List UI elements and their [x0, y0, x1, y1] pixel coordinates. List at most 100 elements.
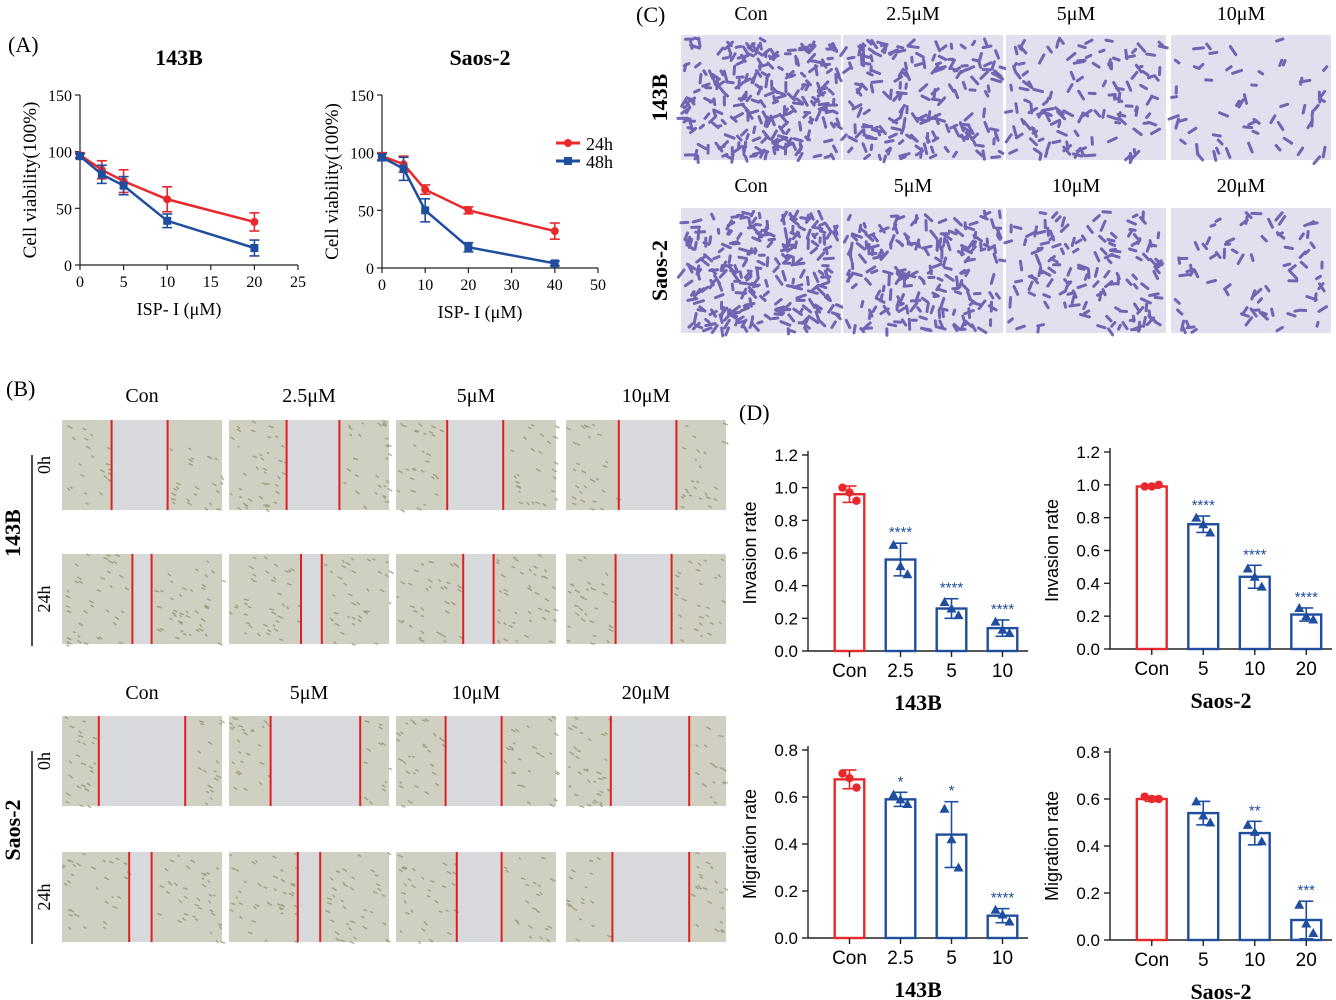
x-tick-label: 10	[992, 948, 1013, 969]
cell-texture	[228, 716, 393, 805]
y-tick-label: 0.6	[774, 788, 798, 807]
data-point	[250, 217, 259, 226]
replicate-point	[1191, 512, 1202, 522]
chart-title: Saos-2	[1190, 688, 1251, 713]
y-tick-label: 0.8	[1076, 743, 1100, 762]
x-tick-label: 20	[246, 274, 262, 291]
stained-cells	[1173, 211, 1328, 335]
x-tick-label: 20	[460, 277, 476, 294]
replicate-point	[990, 904, 1001, 914]
x-tick-label: Con	[1134, 659, 1169, 680]
y-tick-label: 50	[358, 203, 374, 220]
y-tick-label: 0.2	[774, 609, 798, 628]
timepoint-label: 0h	[34, 752, 54, 770]
x-tick-label: Con	[832, 661, 867, 682]
cell-texture	[62, 852, 226, 944]
replicate-point	[838, 483, 847, 492]
y-axis-label: Cell viability(100%)	[20, 102, 41, 259]
replicate-point	[845, 488, 854, 497]
y-tick-label: 0.2	[774, 882, 798, 901]
panel-label-b: (B)	[6, 376, 35, 401]
replicate-point	[1004, 916, 1015, 926]
x-tick-label: 5	[120, 274, 128, 291]
legend-marker-24h	[564, 139, 572, 147]
x-tick-label: 15	[203, 274, 219, 291]
replicate-point	[1249, 571, 1260, 581]
condition-label: Con	[125, 682, 158, 704]
y-tick-label: 0.6	[1076, 542, 1100, 561]
transwell-grid: 143B Con 2.5μM 5μM 10μM Saos-2 Con 5μM 10μM 20μM	[647, 3, 1331, 338]
replicate-point	[953, 610, 964, 620]
x-tick-label: 10	[1244, 659, 1265, 680]
data-point	[97, 170, 106, 179]
viability-chart-saos2: Saos-2 0 50 100 150 0 10 20 30 40 50 ISP- I (μM) Cel…	[322, 45, 606, 323]
wound-gap	[615, 554, 672, 644]
y-tick-label: 1.0	[1076, 476, 1100, 495]
replicate-point	[953, 862, 964, 872]
wound-gap	[445, 716, 502, 806]
cell-texture	[64, 716, 225, 809]
replicate-point	[1154, 480, 1163, 490]
y-tick-label: 0.0	[774, 642, 798, 661]
data-point	[421, 185, 430, 194]
cell-line-label: 143B	[647, 73, 672, 121]
cell-texture	[565, 422, 729, 511]
data-point	[464, 206, 473, 215]
y-tick-label: 0	[64, 258, 72, 275]
bar	[1187, 523, 1220, 651]
condition-label: Con	[125, 385, 158, 407]
significance-label: ***	[1297, 882, 1315, 899]
chart-title: 143B	[155, 45, 203, 70]
replicate-point	[939, 597, 950, 606]
replicate-point	[1256, 836, 1267, 846]
significance-label: ****	[940, 580, 964, 597]
y-tick-label: 100	[350, 146, 374, 163]
condition-label: 10μM	[452, 682, 501, 704]
condition-label: 20μM	[1217, 175, 1266, 197]
replicate-point	[902, 799, 913, 809]
replicate-point	[997, 624, 1008, 634]
bar	[1135, 485, 1168, 651]
replicate-point	[1205, 817, 1216, 827]
y-tick-label: 0.0	[1076, 640, 1100, 659]
replicate-point	[1198, 810, 1209, 820]
data-point	[399, 164, 408, 173]
significance-label: *	[949, 783, 955, 800]
replicate-point	[997, 909, 1008, 919]
replicate-point	[1154, 794, 1163, 804]
data-point	[163, 216, 172, 225]
condition-label: 5μM	[290, 682, 329, 704]
bar	[1238, 831, 1271, 942]
chart-title: Saos-2	[1190, 979, 1251, 1000]
condition-label: Con	[734, 3, 767, 25]
x-tick-label: 10	[1244, 950, 1265, 971]
condition-label: Con	[734, 175, 767, 197]
replicate-point	[902, 569, 913, 579]
bar	[1187, 811, 1220, 942]
chart-title: 143B	[894, 690, 942, 715]
data-point	[421, 206, 430, 215]
y-tick-label: 0.0	[774, 929, 798, 948]
condition-label: 2.5μM	[282, 385, 336, 407]
condition-label: 10μM	[622, 385, 671, 407]
x-tick-label: Con	[832, 948, 867, 969]
replicate-point	[946, 603, 957, 613]
y-tick-label: 1.2	[1076, 443, 1100, 462]
bar	[833, 778, 866, 940]
wound-gap	[297, 852, 321, 942]
significance-label: *	[898, 773, 904, 790]
x-axis-label: ISP- I (μM)	[438, 302, 523, 323]
condition-label: 5μM	[1057, 3, 1096, 25]
stained-cells	[842, 209, 1010, 337]
x-tick-label: 5	[946, 661, 957, 682]
panel-label-a: (A)	[8, 32, 39, 57]
replicate-point	[1191, 796, 1202, 806]
y-tick-label: 0.6	[1076, 790, 1100, 809]
data-point	[76, 152, 84, 161]
x-tick-label: 30	[504, 277, 520, 294]
x-tick-label: 10	[159, 274, 175, 291]
replicate-point	[838, 769, 847, 778]
x-tick-label: 40	[547, 277, 563, 294]
x-tick-label: Con	[1134, 950, 1169, 971]
